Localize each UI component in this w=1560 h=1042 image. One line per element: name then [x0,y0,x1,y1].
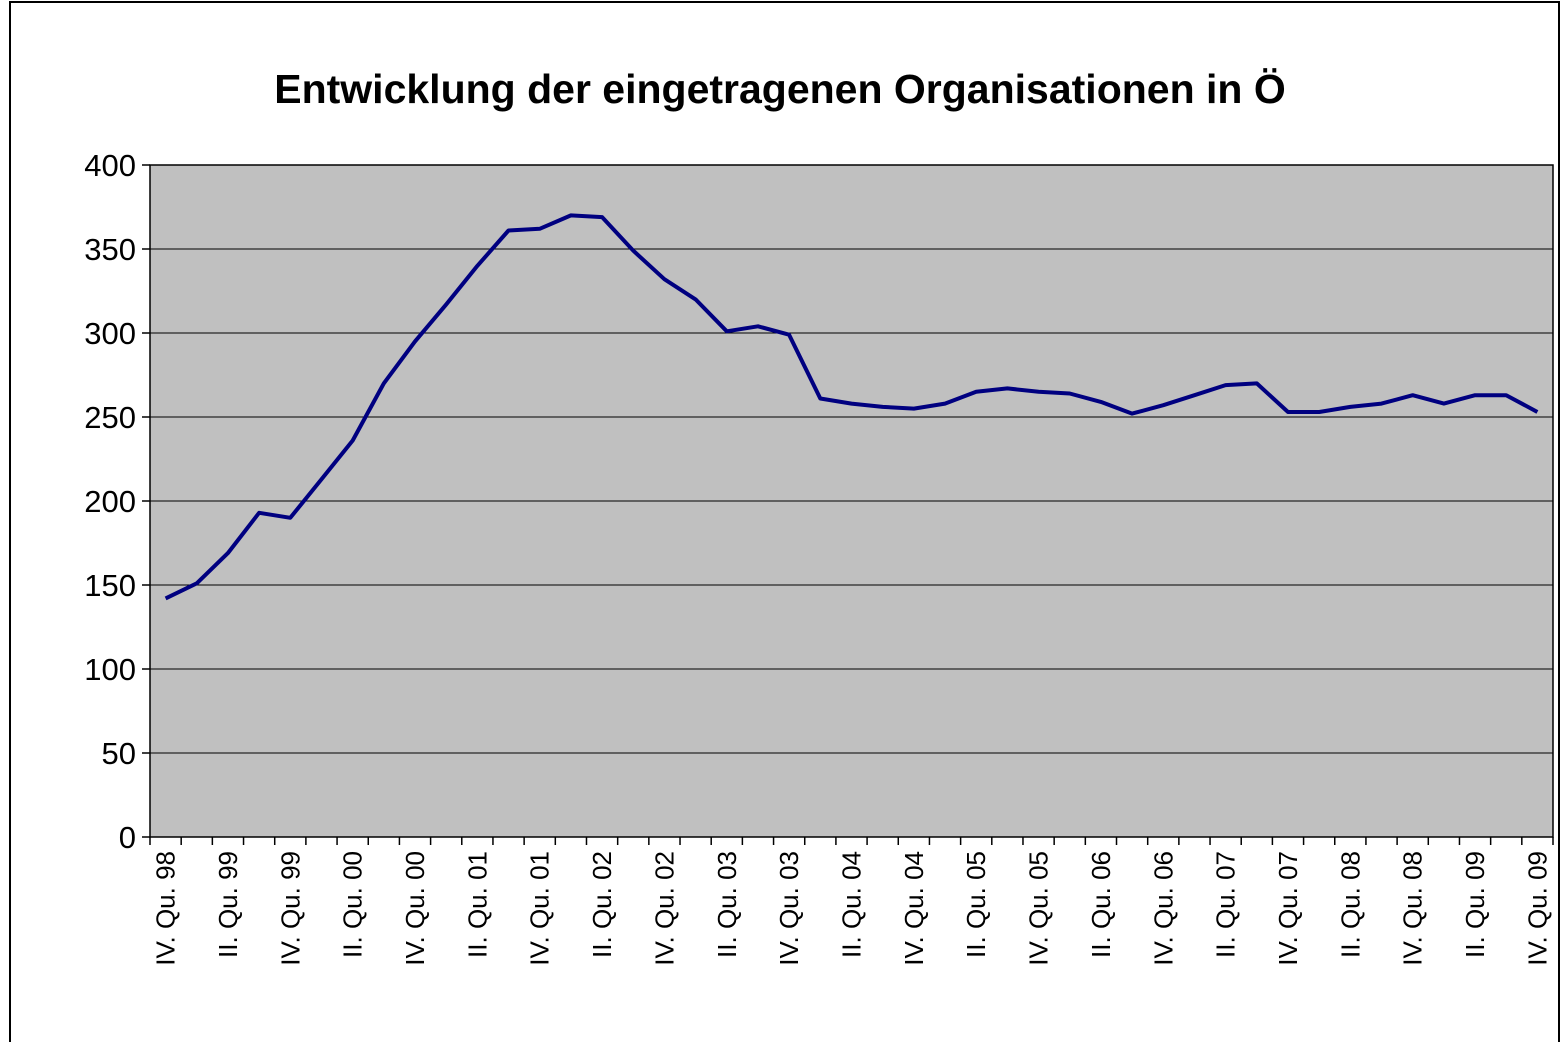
x-tick-label: IV. Qu. 03 [774,851,804,966]
y-tick-label: 0 [119,820,136,855]
x-tick-label: IV. Qu. 08 [1398,851,1428,966]
x-tick-label: II. Qu. 03 [712,851,742,958]
x-tick-label: II. Qu. 01 [462,851,492,958]
y-tick-label: 50 [102,736,136,771]
chart-title: Entwicklung der eingetragenen Organisati… [274,66,1286,112]
x-tick-label: IV. Qu. 00 [400,851,430,966]
y-tick-label: 150 [84,568,136,603]
x-tick-label: II. Qu. 99 [213,851,243,958]
x-tick-label: IV. Qu. 05 [1024,851,1054,966]
x-tick-label: II. Qu. 09 [1460,851,1490,958]
x-tick-label: II. Qu. 06 [1086,851,1116,958]
x-tick-label: II. Qu. 08 [1335,851,1365,958]
x-tick-label: II. Qu. 04 [837,851,867,958]
x-tick-label: IV. Qu. 06 [1148,851,1178,966]
x-tick-label: IV. Qu. 09 [1522,851,1552,966]
x-tick-label: IV. Qu. 99 [275,851,305,966]
y-tick-label: 400 [84,148,136,183]
x-tick-label: II. Qu. 00 [338,851,368,958]
x-tick-label: II. Qu. 05 [961,851,991,958]
x-tick-label: II. Qu. 02 [587,851,617,958]
y-tick-label: 350 [84,232,136,267]
x-tick-label: IV. Qu. 02 [649,851,679,966]
data-line [164,213,1539,601]
x-tick-label: IV. Qu. 98 [151,851,181,966]
y-tick-label: 200 [84,484,136,519]
x-tick-label: II. Qu. 07 [1211,851,1241,958]
y-tick-label: 100 [84,652,136,687]
x-tick-label: IV. Qu. 01 [525,851,555,966]
y-tick-label: 300 [84,316,136,351]
x-tick-label: IV. Qu. 07 [1273,851,1303,966]
y-tick-label: 250 [84,400,136,435]
x-tick-label: IV. Qu. 04 [899,851,929,966]
